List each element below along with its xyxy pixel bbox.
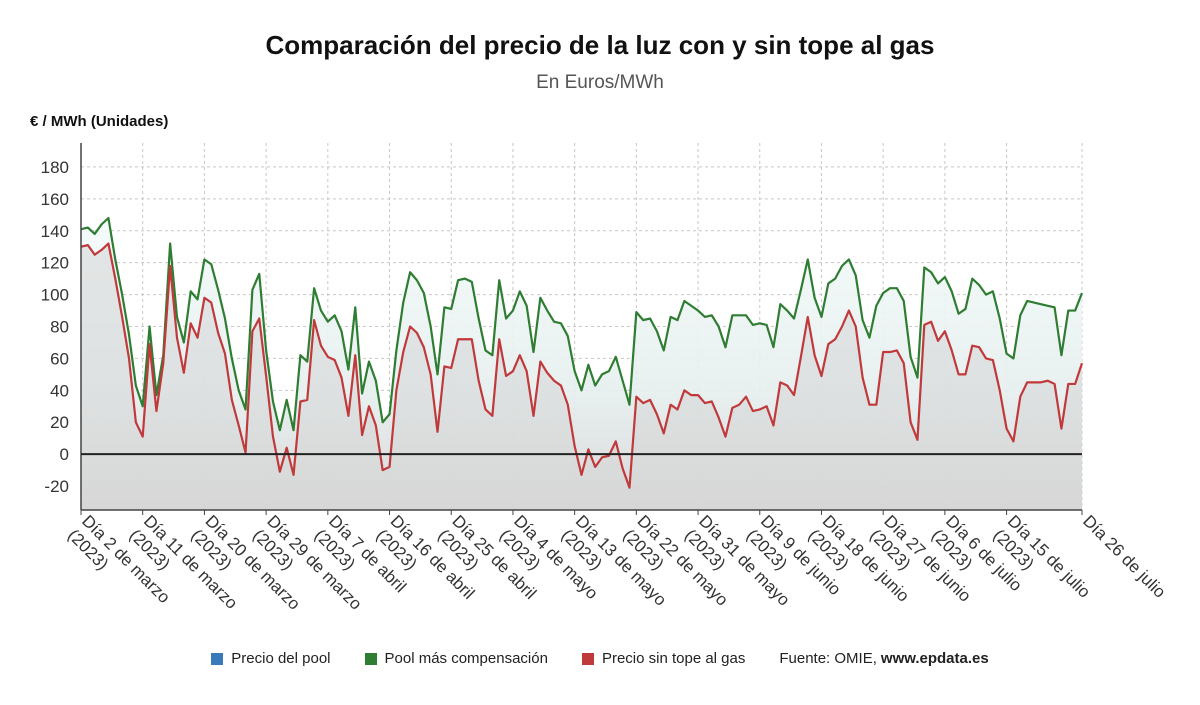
source-credit: Fuente: OMIE, www.epdata.es — [779, 650, 988, 667]
legend-swatch-sin-tope — [581, 652, 594, 665]
chart-title: Comparación del precio de la luz con y s… — [265, 30, 935, 60]
y-tick-label: 40 — [50, 381, 69, 400]
series-areas — [81, 218, 1082, 510]
source-prefix: Fuente: OMIE, — [779, 650, 877, 667]
y-tick-label: -20 — [44, 477, 69, 496]
legend-label: Pool más compensación — [384, 650, 548, 667]
y-tick-label: 120 — [41, 254, 69, 273]
y-axis-label: € / MWh (Unidades) — [30, 113, 169, 130]
y-tick-label: 100 — [41, 286, 69, 305]
legend-label: Precio del pool — [231, 650, 331, 667]
legend-swatch-pool — [211, 652, 224, 665]
legend-swatch-compensacion — [364, 652, 377, 665]
area-precio-sin-tope — [81, 243, 1082, 510]
source-link[interactable]: www.epdata.es — [880, 650, 989, 667]
line-chart: -20 0 20 40 60 80 100 120 140 160 180 Día 2 de mar… — [41, 143, 1169, 614]
series-line-pool-mas-compensacion — [80, 216, 1084, 432]
y-tick-label: 80 — [50, 318, 69, 337]
y-tick-label: 20 — [50, 413, 69, 432]
legend-item-sin-tope[interactable]: Precio sin tope al gas — [581, 650, 746, 667]
y-tick-label: 160 — [41, 190, 69, 209]
y-tick-label: 140 — [41, 222, 69, 241]
y-tick-labels: -20 0 20 40 60 80 100 120 140 160 180 — [41, 158, 69, 496]
legend-item-compensacion[interactable]: Pool más compensación — [364, 650, 548, 667]
chart-subtitle: En Euros/MWh — [536, 72, 664, 93]
y-tick-label: 0 — [60, 445, 69, 464]
series-line-precio-sin-tope — [80, 242, 1084, 489]
y-tick-label: 60 — [50, 349, 69, 368]
series-lines — [80, 216, 1084, 489]
x-tick-labels: Día 2 de marzo(2023) Día 11 de marzo(2023… — [64, 511, 1169, 613]
legend: Precio del pool Pool más compensación Pr… — [0, 650, 1200, 667]
axes — [80, 143, 1083, 515]
y-tick-label: 180 — [41, 158, 69, 177]
legend-item-pool[interactable]: Precio del pool — [211, 650, 331, 667]
legend-label: Precio sin tope al gas — [601, 650, 746, 667]
